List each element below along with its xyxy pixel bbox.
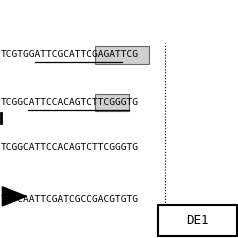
Bar: [95, 94, 129, 111]
Polygon shape: [2, 187, 26, 206]
Bar: [95, 46, 149, 64]
Text: DE1: DE1: [186, 214, 209, 227]
Text: TCGTGGATTCGCATTCGAGATTCG: TCGTGGATTCGCATTCGAGATTCG: [1, 50, 139, 59]
Bar: [158, 205, 237, 236]
Text: TTTCAATTCGATCGCCGACGTGTG: TTTCAATTCGATCGCCGACGTGTG: [1, 195, 139, 204]
Text: TCGGCATTCCACAGTCTTCGGGTG: TCGGCATTCCACAGTCTTCGGGTG: [1, 98, 139, 107]
Text: TCGGCATTCCACAGTCTTCGGGTG: TCGGCATTCCACAGTCTTCGGGTG: [1, 143, 139, 152]
